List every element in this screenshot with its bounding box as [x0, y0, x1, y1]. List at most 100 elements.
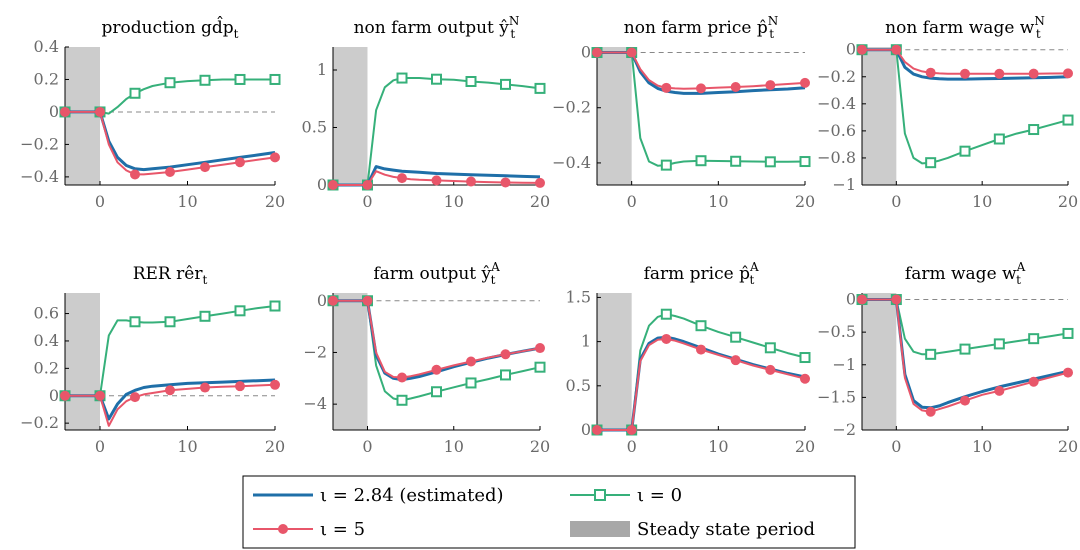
data-point-iota5 [130, 392, 140, 403]
y-tick-label: 1 [581, 332, 591, 351]
data-point-iota0 [269, 73, 281, 85]
panel-1: 0 10 20 1 0.5 0 non farm output ŷN t [302, 14, 551, 211]
data-point-iota5 [1028, 68, 1039, 79]
data-point-iota5 [661, 82, 672, 93]
data-point-iota0 [730, 331, 742, 343]
data-point-iota0 [993, 133, 1005, 145]
y-tick-label: 0 [317, 175, 327, 194]
data-point-iota0 [500, 78, 511, 90]
x-tick-label: 0 [362, 437, 372, 456]
x-tick-label: 10 [708, 437, 728, 456]
legend-marker-iota0 [594, 489, 606, 501]
x-tick-label: 0 [891, 437, 901, 456]
data-point-iota5 [328, 180, 338, 190]
data-point-iota5 [466, 356, 476, 367]
data-point-iota5 [857, 44, 867, 55]
data-point-iota0 [1062, 114, 1074, 126]
data-point-iota0 [925, 348, 937, 360]
x-tick-label: 20 [795, 192, 815, 211]
panel-title: RER rêrt [133, 264, 208, 287]
data-point-iota0 [129, 316, 141, 328]
y-tick-label: −4 [303, 394, 327, 413]
data-point-iota0 [269, 300, 281, 312]
x-tick-label: 10 [177, 437, 197, 456]
x-tick-label: 20 [265, 437, 285, 456]
legend-swatch-steady-state [570, 521, 630, 537]
data-point-iota0 [164, 316, 176, 328]
steady-state-band [333, 47, 368, 185]
steady-state-band [862, 47, 897, 185]
y-tick-label: 0.6 [34, 304, 59, 323]
legend-label-iota0: ι = 0 [637, 485, 682, 506]
y-tick-label: −0.2 [817, 67, 856, 86]
data-point-iota0 [730, 155, 742, 167]
panel-title: farm output ŷA t [373, 260, 500, 287]
data-point-iota5 [592, 425, 602, 435]
data-point-iota5 [535, 177, 545, 188]
panel-title: farm wage wA t [905, 260, 1026, 287]
steady-state-band [333, 293, 368, 430]
x-tick-label: 10 [444, 192, 464, 211]
data-point-iota5 [925, 406, 936, 417]
steady-state-band [597, 47, 632, 185]
panel-4: 0 10 20 0.6 0.4 0.2 0 −0.2 RER rêrt [20, 264, 285, 456]
data-point-iota5 [765, 364, 776, 375]
panel-title: non farm output ŷN t [354, 14, 520, 41]
data-point-iota5 [165, 167, 175, 178]
y-tick-label: −0.4 [552, 153, 591, 172]
data-point-iota0 [660, 159, 672, 171]
data-point-iota5 [857, 294, 867, 305]
data-point-iota5 [592, 47, 602, 58]
data-point-iota5 [270, 152, 280, 163]
y-tick-label: 0 [846, 40, 856, 59]
x-tick-label: 20 [530, 437, 550, 456]
data-point-iota0 [534, 361, 546, 373]
data-point-iota0 [199, 310, 211, 322]
data-point-iota5 [730, 82, 741, 93]
y-tick-label: 0 [317, 291, 327, 310]
data-point-iota5 [397, 372, 407, 383]
panel-title: farm price p̂A t [644, 260, 759, 287]
data-point-iota0 [1028, 333, 1040, 345]
x-tick-label: 0 [627, 437, 637, 456]
data-point-iota0 [925, 157, 937, 169]
legend-label-steady-state: Steady state period [637, 519, 815, 540]
data-point-iota5 [235, 157, 245, 168]
data-point-iota5 [696, 344, 706, 355]
x-tick-label: 20 [530, 192, 550, 211]
x-tick-label: 10 [444, 437, 464, 456]
y-tick-label: −0.2 [20, 134, 59, 153]
x-tick-label: 10 [177, 192, 197, 211]
panel-title: non farm price p̂N t [624, 14, 778, 41]
data-point-iota5 [535, 343, 545, 354]
data-point-iota5 [891, 44, 902, 55]
data-point-iota5 [397, 173, 407, 184]
data-point-iota0 [959, 145, 971, 157]
y-tick-label: 0 [49, 102, 59, 121]
data-point-iota5 [200, 162, 210, 173]
data-point-iota5 [800, 77, 810, 88]
y-tick-label: −1 [832, 355, 856, 374]
x-tick-label: 10 [708, 192, 728, 211]
data-point-iota0 [431, 73, 442, 85]
y-tick-label: 0.4 [34, 37, 59, 56]
data-point-iota0 [1028, 124, 1040, 136]
steady-state-band [862, 293, 897, 430]
steady-state-band [65, 293, 100, 430]
data-point-iota0 [234, 305, 246, 317]
steady-state-band [597, 293, 632, 430]
data-point-iota0 [660, 308, 672, 320]
y-tick-label: −1.5 [817, 387, 856, 406]
data-point-iota0 [129, 87, 141, 99]
data-point-iota0 [764, 156, 776, 168]
data-point-iota0 [199, 74, 211, 86]
data-point-iota5 [730, 355, 741, 366]
y-tick-label: 1 [317, 60, 327, 79]
panel-5: 0 10 20 0 −2 −4 farm output ŷA t [303, 260, 550, 456]
x-tick-label: 0 [627, 192, 637, 211]
y-tick-label: 0.5 [302, 118, 327, 137]
panel-2: 0 10 20 0 −0.2 −0.4 non farm price p̂N t [552, 14, 815, 211]
data-point-iota5 [130, 169, 140, 180]
data-point-iota5 [994, 385, 1005, 396]
data-point-iota5 [165, 385, 175, 396]
